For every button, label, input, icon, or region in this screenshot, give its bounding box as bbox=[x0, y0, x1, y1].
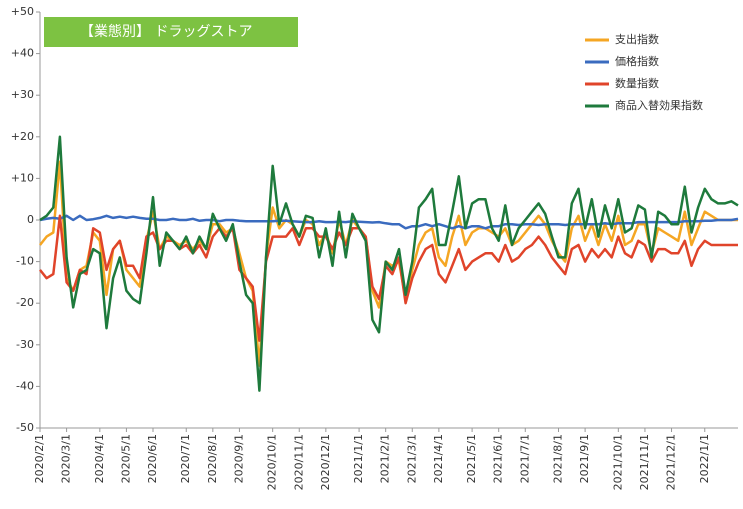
x-tick-label: 2021/5/1 bbox=[465, 434, 478, 483]
y-tick-label: -30 bbox=[16, 338, 34, 351]
y-tick-label: +40 bbox=[11, 47, 34, 60]
y-tick-label: -10 bbox=[16, 255, 34, 268]
x-tick-label: 2020/5/1 bbox=[119, 434, 132, 483]
x-tick-label: 2021/7/1 bbox=[518, 434, 531, 483]
y-tick-label: +10 bbox=[11, 171, 34, 184]
title-box bbox=[44, 17, 298, 47]
x-tick-label: 2022/1/1 bbox=[698, 434, 711, 483]
x-tick-label: 2021/11/1 bbox=[638, 434, 651, 490]
x-tick-label: 2020/8/1 bbox=[206, 434, 219, 483]
x-tick-label: 2020/11/1 bbox=[292, 434, 305, 490]
x-tick-label: 2021/6/1 bbox=[492, 434, 505, 483]
legend-label: 支出指数 bbox=[615, 32, 659, 46]
legend-label: 商品入替効果指数 bbox=[615, 98, 703, 112]
x-tick-label: 2021/3/1 bbox=[405, 434, 418, 483]
x-tick-label: 2020/9/1 bbox=[232, 434, 245, 483]
y-tick-label: -50 bbox=[16, 421, 34, 434]
x-tick-label: 2020/2/1 bbox=[33, 434, 46, 483]
legend-label: 数量指数 bbox=[615, 76, 659, 90]
x-tick-label: 2021/2/1 bbox=[379, 434, 392, 483]
y-tick-label: +30 bbox=[11, 88, 34, 101]
x-tick-label: 2020/3/1 bbox=[60, 434, 73, 483]
y-tick-label: +20 bbox=[11, 130, 34, 143]
x-tick-label: 2020/10/1 bbox=[266, 434, 279, 490]
x-tick-label: 2021/10/1 bbox=[611, 434, 624, 490]
y-tick-label: +50 bbox=[11, 5, 34, 18]
legend-label: 価格指数 bbox=[615, 54, 659, 68]
x-tick-label: 2020/6/1 bbox=[146, 434, 159, 483]
x-tick-label: 2020/12/1 bbox=[319, 434, 332, 490]
x-tick-label: 2021/12/1 bbox=[665, 434, 678, 490]
x-tick-label: 2020/7/1 bbox=[179, 434, 192, 483]
chart-title: 【業態別】 ドラッグストア bbox=[80, 24, 252, 40]
x-tick-label: 2021/4/1 bbox=[432, 434, 445, 483]
x-tick-label: 2021/9/1 bbox=[578, 434, 591, 483]
y-tick-label: 0 bbox=[27, 213, 34, 226]
y-tick-label: -20 bbox=[16, 296, 34, 309]
x-tick-label: 2021/8/1 bbox=[552, 434, 565, 483]
x-tick-label: 2020/4/1 bbox=[93, 434, 106, 483]
x-tick-label: 2021/1/1 bbox=[352, 434, 365, 483]
y-tick-label: -40 bbox=[16, 379, 34, 392]
series-line bbox=[39, 135, 739, 392]
